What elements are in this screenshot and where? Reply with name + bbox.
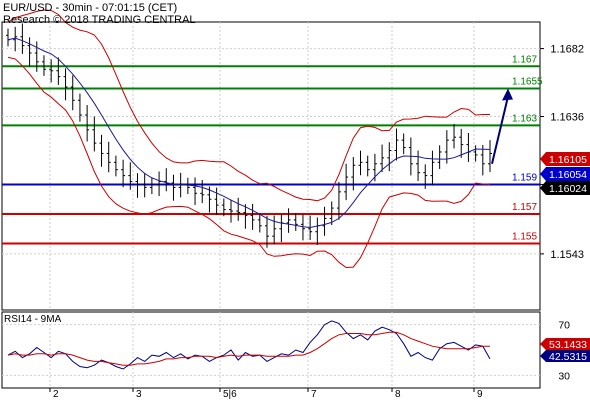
x-tick-label: 7 bbox=[311, 389, 317, 400]
moving-average-line bbox=[7, 37, 491, 229]
x-tick-label: 8 bbox=[395, 389, 401, 400]
price-tick-label: 1.1543 bbox=[550, 249, 584, 261]
rsi-series-line bbox=[7, 320, 491, 370]
bollinger-upper-band bbox=[7, 9, 490, 202]
level-label: 1.155 bbox=[512, 232, 537, 243]
price-tick-label: 1.1682 bbox=[550, 44, 584, 56]
rsi-tick-label: 70 bbox=[558, 320, 570, 332]
x-tick-label: 3 bbox=[136, 389, 142, 400]
rsi-value-tag-label: 53.1433 bbox=[549, 339, 587, 351]
price-panel-frame bbox=[1, 21, 541, 311]
x-tick-label: 2 bbox=[53, 389, 59, 400]
rsi-panel-title: RSI14 - 9MA bbox=[4, 314, 62, 325]
price-tag-label: 1.16054 bbox=[549, 169, 587, 181]
x-tick-label: 9 bbox=[477, 389, 483, 400]
copyright-notice: Research © 2018 TRADING CENTRAL bbox=[3, 14, 196, 26]
price-tag bbox=[540, 181, 590, 195]
level-label: 1.167 bbox=[512, 54, 537, 65]
level-label: 1.1655 bbox=[512, 76, 543, 87]
chart-title: EUR/USD - 30min - 07:01:15 (CET) bbox=[3, 2, 178, 14]
forecast-arrow-head bbox=[502, 88, 513, 101]
price-tag-label: 1.16024 bbox=[549, 183, 587, 195]
rsi-value-tag-label: 42.5315 bbox=[549, 351, 587, 363]
rsi-tick-label: 30 bbox=[558, 370, 570, 382]
level-label: 1.163 bbox=[512, 113, 537, 124]
price-tick-label: 1.1636 bbox=[550, 112, 584, 124]
price-tag bbox=[540, 167, 590, 181]
price-tag bbox=[540, 152, 590, 166]
forecast-arrow-shaft bbox=[491, 96, 509, 165]
rsi-panel-frame bbox=[1, 311, 541, 389]
x-tick-label: 5|6 bbox=[223, 389, 237, 400]
rsi-value-tag bbox=[540, 338, 590, 350]
level-label: 1.157 bbox=[512, 202, 537, 213]
bollinger-lower-band bbox=[7, 56, 491, 269]
price-tag-label: 1.16105 bbox=[549, 154, 587, 166]
rsi-value-tag bbox=[540, 350, 590, 362]
level-label: 1.159 bbox=[512, 172, 537, 183]
rsi-series-line bbox=[7, 331, 490, 366]
